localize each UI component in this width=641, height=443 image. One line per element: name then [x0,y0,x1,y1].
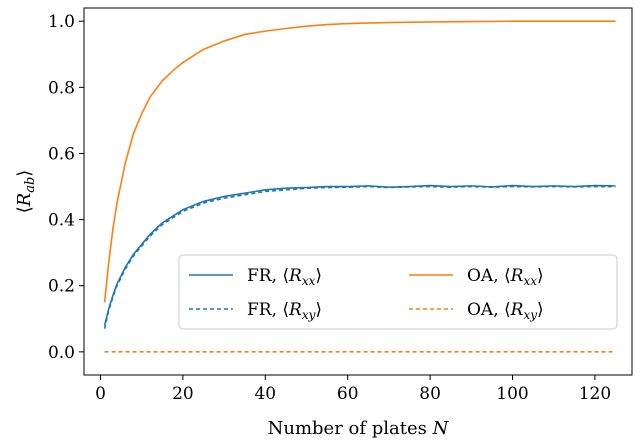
x-tick-label: 40 [254,384,276,404]
legend-label: FR, ⟨Rxy⟩ [247,300,322,322]
legend-label: FR, ⟨Rxx⟩ [247,266,322,288]
x-axis-label: Number of plates N [268,418,450,439]
y-tick-label: 0.2 [48,277,75,297]
legend-item-oa-xx: OA, ⟨Rxx⟩ [409,266,544,288]
series-line-fr-xy [103,185,616,329]
y-tick-label: 0.4 [48,211,75,231]
y-tick-label: 1.0 [48,12,75,32]
legend: FR, ⟨Rxx⟩ FR, ⟨Rxy⟩ OA, ⟨Rxx⟩ OA, ⟨Rxy⟩ [178,254,618,330]
x-tick-label: 80 [419,384,441,404]
y-tick-label: 0.8 [48,78,75,98]
legend-item-fr-xx: FR, ⟨Rxx⟩ [189,266,322,288]
x-axis: 0 20 40 60 80 100 120 [95,375,611,404]
y-tick-label: 0.6 [48,144,75,164]
legend-box [178,254,618,330]
plot-frame [83,7,633,376]
x-tick-label: 120 [579,384,611,404]
y-axis-label: ⟨Rab⟩ [14,170,38,214]
legend-label: OA, ⟨Rxx⟩ [467,266,544,288]
legend-label: OA, ⟨Rxy⟩ [467,300,544,322]
x-tick-label: 20 [172,384,194,404]
x-tick-label: 100 [496,384,528,404]
y-axis: 0.0 0.2 0.4 0.6 0.8 1.0 [48,12,84,363]
x-tick-label: 60 [337,384,359,404]
series-line-oa-xx [103,20,616,303]
series-line-fr-xx [103,184,616,326]
series-layer [103,20,616,353]
legend-item-oa-xy: OA, ⟨Rxy⟩ [409,300,544,322]
legend-item-fr-xy: FR, ⟨Rxy⟩ [189,300,322,322]
y-tick-label: 0.0 [48,343,75,363]
x-tick-label: 0 [95,384,106,404]
